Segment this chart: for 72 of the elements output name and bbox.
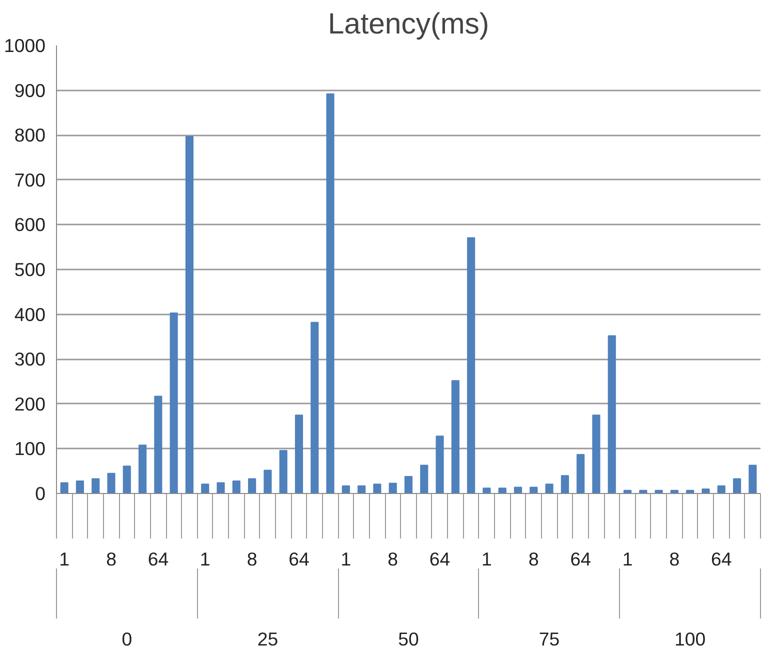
bar — [122, 466, 131, 494]
bar — [467, 237, 476, 494]
bar — [733, 478, 742, 494]
y-tick-label: 700 — [14, 169, 46, 190]
y-tick-label: 600 — [14, 214, 46, 236]
bar — [216, 482, 225, 494]
bar — [436, 436, 444, 494]
bar — [560, 475, 569, 494]
bar — [451, 380, 460, 494]
bar — [404, 476, 413, 494]
x-tick-label: 8 — [246, 548, 258, 570]
bar — [388, 482, 397, 494]
text: 75 — [538, 628, 560, 650]
bar — [592, 414, 600, 494]
bar — [185, 136, 194, 494]
text: 0 — [122, 628, 132, 650]
y-tick-label: 900 — [14, 80, 46, 101]
bar — [201, 484, 210, 494]
bar — [60, 482, 68, 494]
bar — [310, 322, 319, 494]
x-tick-label: 8 — [388, 548, 398, 570]
bar — [92, 478, 100, 494]
x-tick-label: 1 — [340, 548, 352, 570]
x-tick-label: 1 — [200, 548, 210, 570]
x-tick-label: 64 — [288, 548, 310, 570]
bar — [279, 450, 288, 494]
y-tick-label: 300 — [14, 348, 46, 370]
x-tick-label: 1 — [622, 548, 633, 570]
x-tick-label: 1 — [59, 548, 70, 570]
bar — [482, 488, 491, 494]
bar — [530, 486, 538, 494]
x-tick-label: 8 — [106, 548, 116, 570]
bar — [154, 396, 162, 494]
bar — [76, 480, 84, 494]
bar — [342, 485, 350, 494]
bar — [514, 486, 522, 494]
bar — [264, 470, 272, 494]
bar — [545, 484, 554, 494]
bar — [576, 454, 585, 494]
text: 25 — [257, 628, 278, 650]
bar — [232, 480, 240, 494]
y-tick-label: 400 — [14, 304, 46, 325]
bar — [608, 335, 616, 494]
x-tick-label: 8 — [669, 548, 680, 570]
x-tick-label: 64 — [429, 548, 450, 570]
text: 50 — [398, 628, 419, 650]
x-tick-label: 8 — [528, 548, 539, 570]
text: 100 — [674, 628, 706, 650]
y-tick-label: 1000 — [4, 35, 46, 56]
bar — [326, 93, 334, 494]
bar — [248, 478, 256, 494]
bar — [107, 472, 116, 494]
chart-title: Latency(ms) — [328, 8, 490, 40]
y-tick-label: 500 — [14, 259, 46, 280]
bar — [358, 485, 366, 494]
x-tick-label: 64 — [570, 548, 591, 570]
bar — [373, 484, 382, 494]
x-tick-label: 1 — [482, 548, 492, 570]
bar — [748, 464, 757, 494]
bar — [702, 488, 710, 494]
bar — [498, 488, 506, 494]
y-tick-label: 0 — [35, 483, 46, 504]
bar — [170, 312, 178, 494]
x-tick-label: 64 — [711, 548, 732, 570]
bar — [717, 485, 726, 494]
y-tick-label: 800 — [14, 124, 46, 146]
bar — [420, 464, 428, 494]
y-tick-label: 200 — [14, 393, 46, 414]
y-tick-label: 100 — [14, 438, 46, 460]
bar — [294, 414, 304, 494]
x-tick-label: 64 — [148, 548, 169, 570]
bar — [138, 444, 147, 494]
